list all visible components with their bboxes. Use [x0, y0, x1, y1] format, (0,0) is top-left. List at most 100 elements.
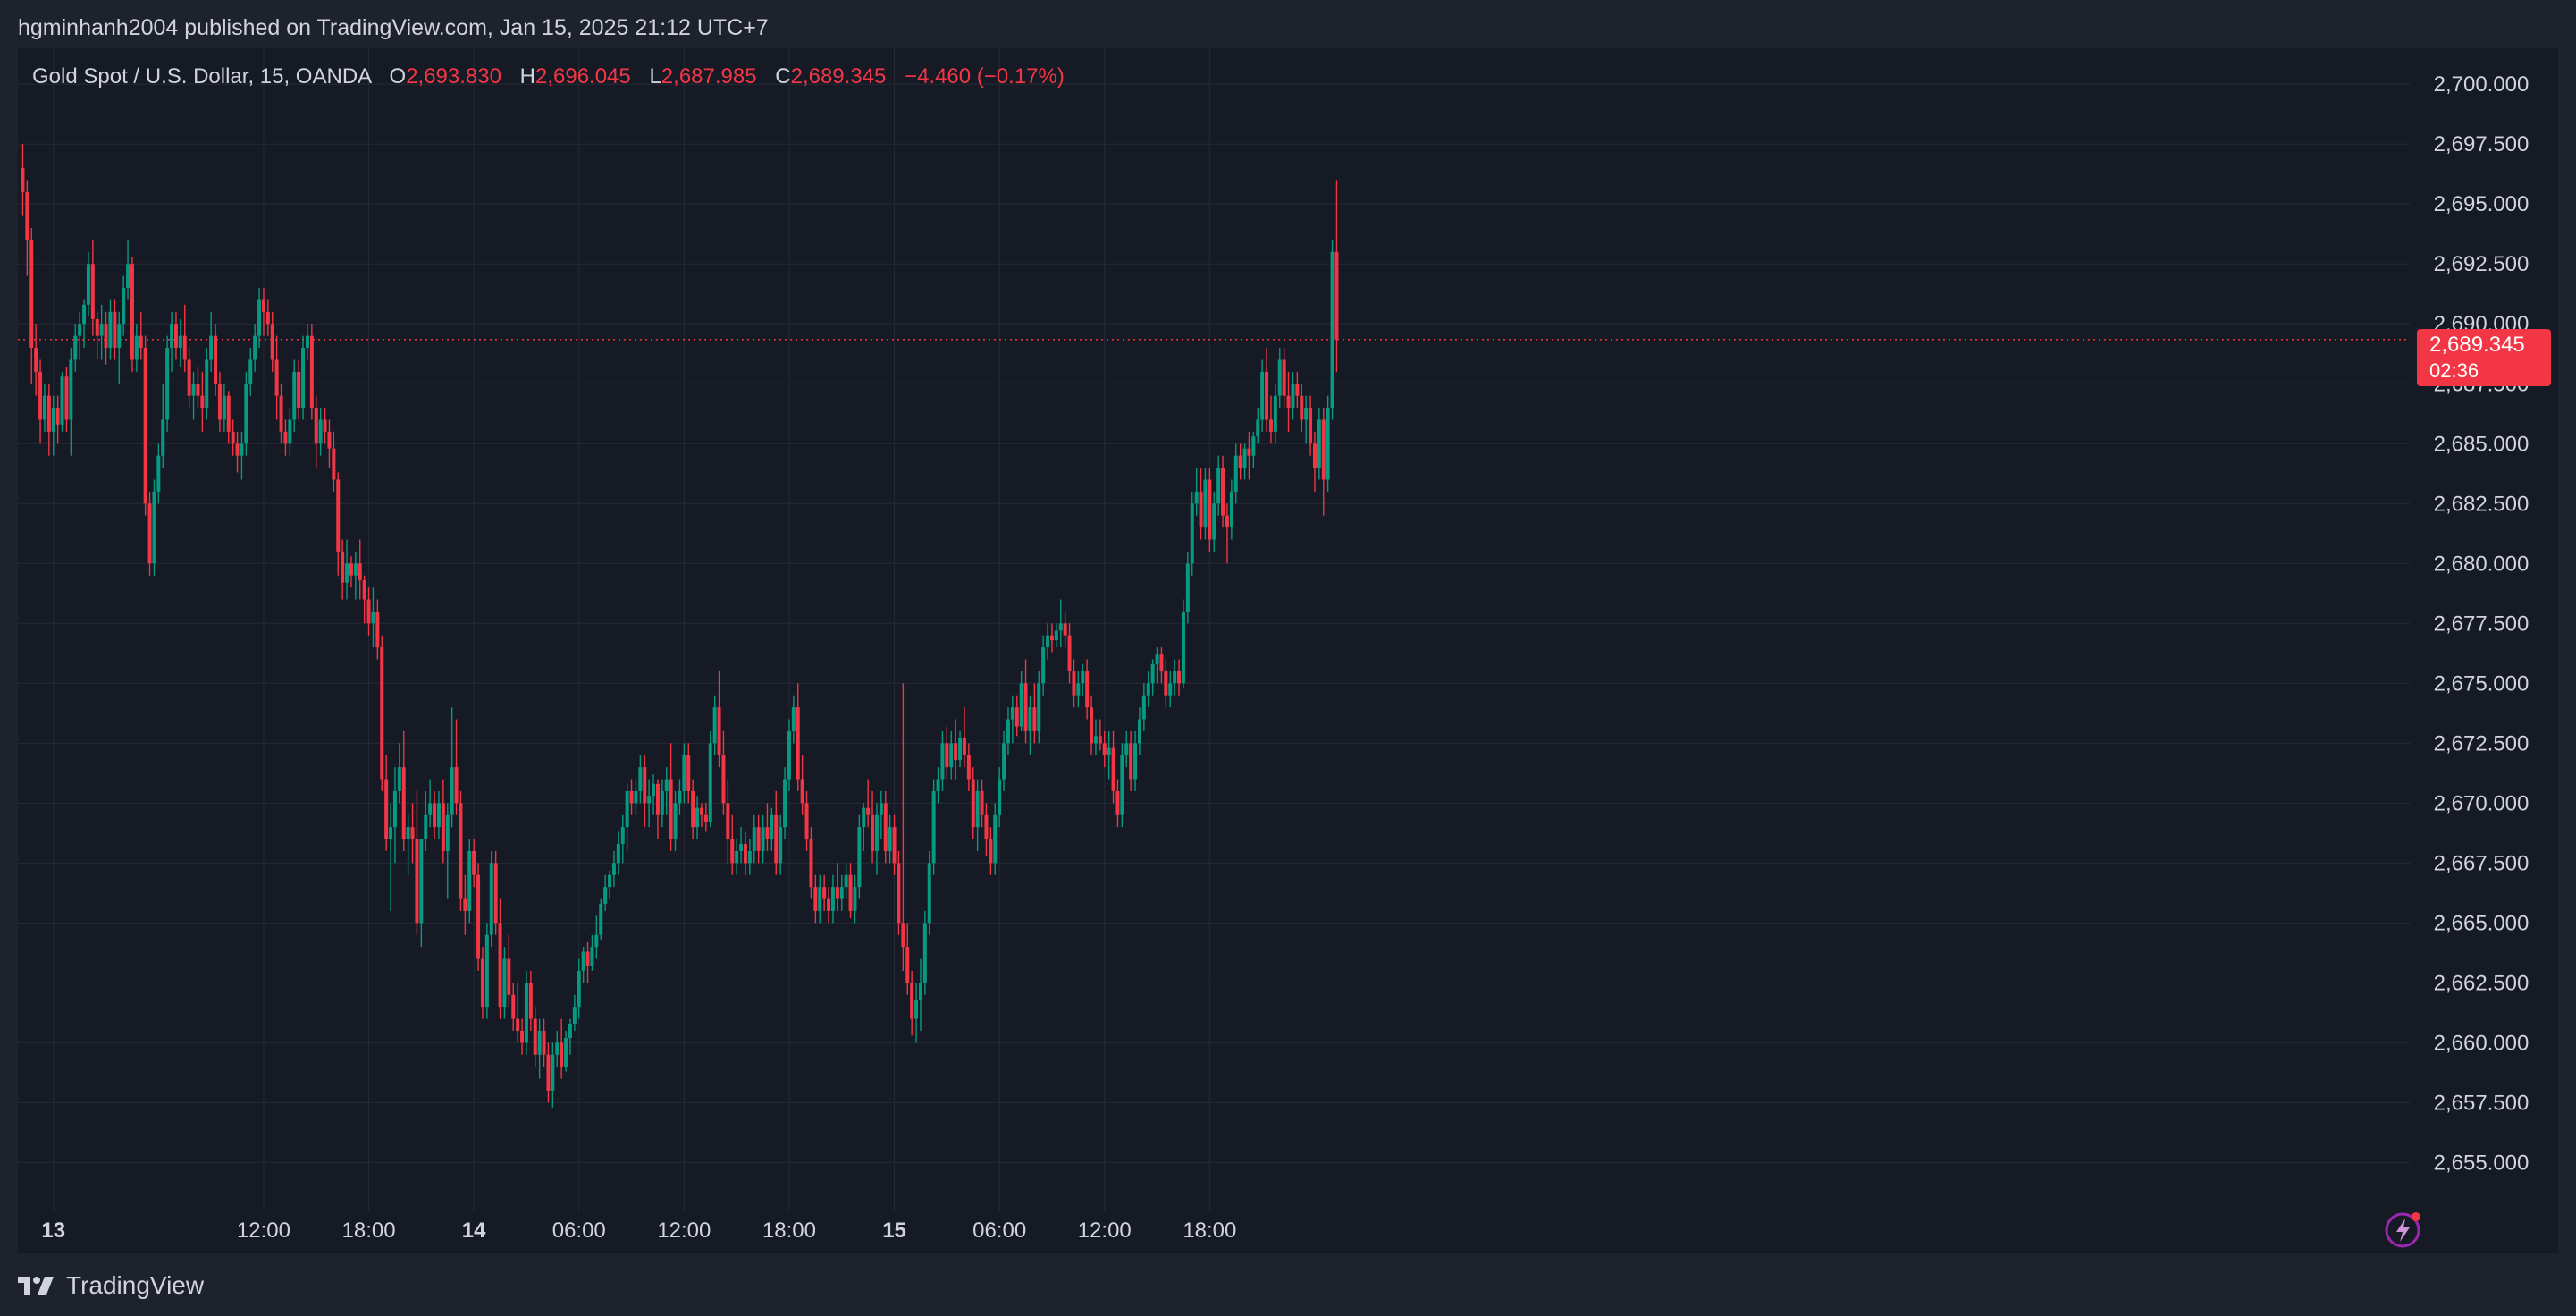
- candle-body: [217, 384, 222, 420]
- candle-body: [975, 790, 980, 828]
- candle-body: [1037, 683, 1041, 731]
- candle-body: [830, 887, 835, 911]
- candle-body: [528, 983, 533, 1019]
- candle-body: [546, 1054, 551, 1091]
- last-price-value: 2,689.345: [2429, 333, 2525, 357]
- candle-body: [415, 839, 419, 924]
- candle-body: [594, 934, 599, 948]
- candle-body: [240, 443, 244, 456]
- candle-body: [1221, 468, 1225, 516]
- candle-body: [853, 887, 857, 911]
- candle-body: [332, 448, 336, 480]
- candle-body: [1312, 443, 1317, 468]
- candle-body: [231, 431, 235, 444]
- candle-body: [493, 863, 498, 924]
- candle-body: [454, 767, 459, 804]
- candle-body: [69, 359, 73, 420]
- candle-body: [147, 503, 152, 564]
- candle-body: [366, 599, 371, 624]
- candle-body: [467, 850, 472, 911]
- lightning-icon[interactable]: [2383, 1207, 2426, 1254]
- candle-body: [292, 371, 297, 420]
- candle-body: [752, 827, 756, 851]
- candle-body: [560, 1042, 564, 1067]
- candle-body: [918, 983, 922, 1000]
- candle-body: [380, 647, 384, 780]
- candle-body: [389, 827, 393, 839]
- candle-body: [21, 168, 25, 192]
- candle-body: [998, 779, 1002, 815]
- candle-body: [1229, 491, 1233, 528]
- candle-body: [1129, 743, 1133, 780]
- candle-body: [655, 783, 660, 815]
- candle-body: [318, 419, 323, 444]
- symbol-name[interactable]: Gold Spot / U.S. Dollar, 15, OANDA: [32, 64, 371, 89]
- candle-body: [611, 863, 616, 875]
- candle-body: [283, 431, 288, 444]
- candle-body: [804, 803, 809, 839]
- candle-body: [761, 827, 765, 851]
- candle-body: [336, 479, 341, 552]
- candle-body: [678, 790, 682, 804]
- candle-body: [809, 839, 813, 888]
- candle-body: [55, 408, 60, 425]
- y-tick-label: 2,692.500: [2434, 252, 2530, 276]
- candle-body: [297, 371, 301, 409]
- x-tick-label: 13: [41, 1219, 65, 1243]
- candle-body: [139, 335, 143, 349]
- candle-body: [1282, 359, 1286, 396]
- candle-body: [419, 839, 424, 924]
- candle-body: [1208, 479, 1212, 540]
- candle-body: [634, 790, 638, 804]
- candle-body: [827, 898, 831, 911]
- candle-body: [498, 923, 502, 1008]
- y-tick-label: 2,682.500: [2434, 492, 2530, 516]
- candle-body: [507, 958, 511, 995]
- candle-body: [756, 827, 761, 851]
- tradingview-logo-icon: [18, 1277, 54, 1295]
- candle-body: [1014, 707, 1019, 727]
- candle-body: [664, 779, 669, 791]
- candle-body: [1124, 743, 1129, 755]
- candle-body: [90, 264, 95, 319]
- candle-body: [1199, 491, 1203, 528]
- candle-body: [516, 1018, 520, 1031]
- candle-body: [747, 850, 752, 864]
- candle-body: [1046, 635, 1050, 648]
- candle-body: [1225, 515, 1229, 528]
- candle-body: [1028, 707, 1032, 731]
- candle-body: [406, 827, 410, 839]
- close-value: 2,689.345: [790, 64, 887, 89]
- candle-body: [1177, 671, 1182, 684]
- candle-body: [866, 807, 871, 815]
- candle-body: [848, 874, 853, 911]
- candle-body: [1111, 747, 1115, 791]
- candle-body: [1295, 384, 1300, 396]
- candle-body: [1049, 635, 1054, 641]
- candle-body: [1286, 395, 1291, 409]
- publish-info: hgminhanh2004 published on TradingView.c…: [18, 15, 769, 40]
- candle-body: [774, 814, 779, 864]
- candle-body: [839, 887, 844, 899]
- candle-body: [244, 384, 248, 444]
- change-value: −4.460 (−0.17%): [905, 64, 1065, 89]
- candle-body: [1168, 683, 1173, 696]
- candle-body: [787, 730, 791, 780]
- candle-body: [222, 395, 226, 420]
- candle-body: [1072, 671, 1076, 696]
- candle-body: [1247, 448, 1251, 456]
- candle-body: [857, 827, 862, 888]
- candle-body: [511, 994, 516, 1019]
- tradingview-brand[interactable]: TradingView: [18, 1270, 204, 1302]
- candle-body: [822, 887, 827, 899]
- candle-body: [1058, 623, 1063, 631]
- brand-name: TradingView: [66, 1271, 205, 1299]
- candle-body: [765, 827, 770, 839]
- candle-body: [214, 335, 218, 384]
- candle-body: [708, 743, 712, 822]
- candle-body: [791, 707, 796, 731]
- chart-pane[interactable]: 2,655.000 2,657.500 2,660.000 2,662.500 2,66…: [18, 48, 2558, 1253]
- candle-body: [392, 790, 397, 828]
- candlestick-chart[interactable]: 2,655.000 2,657.500 2,660.000 2,662.500 2,66…: [18, 48, 2558, 1253]
- candle-body: [673, 803, 678, 839]
